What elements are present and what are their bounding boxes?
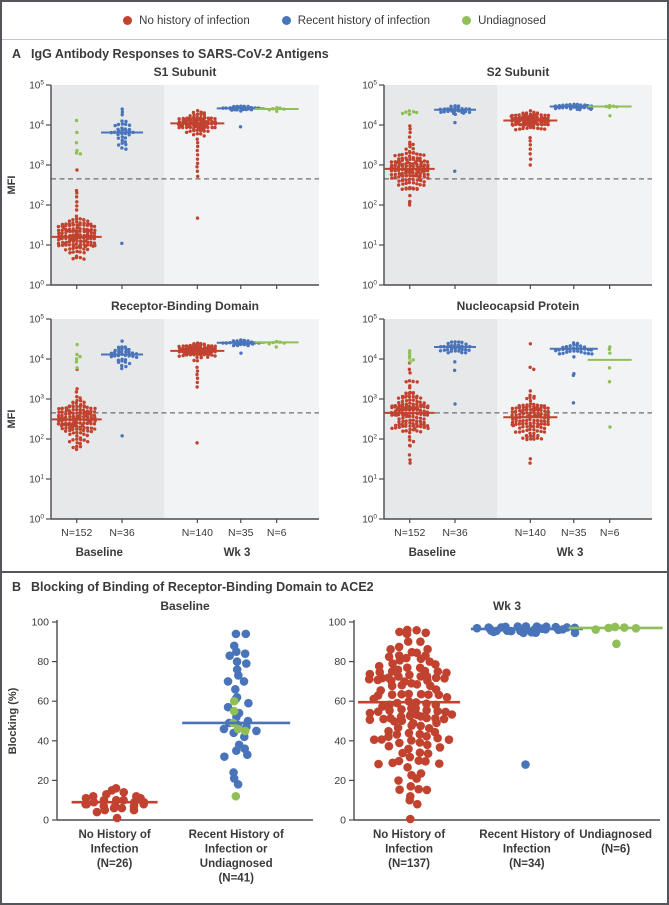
- svg-text:102: 102: [30, 434, 45, 446]
- svg-text:101: 101: [362, 474, 377, 486]
- panel-a-header: A IgG Antibody Responses to SARS-CoV-2 An…: [2, 40, 667, 63]
- svg-text:Baseline: Baseline: [160, 599, 210, 613]
- svg-text:MFI: MFI: [6, 176, 18, 195]
- svg-text:100: 100: [30, 514, 45, 526]
- svg-text:60: 60: [334, 696, 346, 708]
- svg-text:Blocking (%): Blocking (%): [7, 687, 19, 754]
- panel-a: A IgG Antibody Responses to SARS-CoV-2 An…: [2, 40, 667, 565]
- chart-receptor-binding-domain: Receptor-Binding Domain 100 101 102 103 104 10…: [6, 299, 320, 559]
- svg-text:104: 104: [362, 354, 377, 366]
- svg-text:100: 100: [30, 280, 45, 292]
- svg-text:100: 100: [31, 617, 49, 629]
- svg-text:N=36: N=36: [110, 527, 136, 539]
- legend-item-no-history: No history of infection: [123, 15, 250, 27]
- panel-a-letter: A: [12, 47, 22, 61]
- svg-text:N=6: N=6: [267, 527, 287, 539]
- svg-text:N=6: N=6: [600, 527, 620, 539]
- svg-text:40: 40: [334, 735, 346, 747]
- svg-text:Receptor-Binding Domain: Receptor-Binding Domain: [111, 299, 259, 313]
- svg-text:60: 60: [37, 696, 49, 708]
- svg-text:105: 105: [30, 80, 45, 92]
- legend: No history of infection Recent history o…: [2, 2, 667, 40]
- chart-nucleocapsid-protein: Nucleocapsid Protein 100 101 102 103 104 105 N=…: [362, 299, 652, 559]
- svg-text:103: 103: [362, 160, 377, 172]
- green-dot-icon: [462, 16, 472, 25]
- svg-text:40: 40: [37, 735, 49, 747]
- panel-b-header: B Blocking of Binding of Receptor-Binding…: [2, 573, 667, 596]
- svg-text:N=152: N=152: [61, 527, 92, 539]
- chart-s2-subunit: S2 Subunit 100 101 102 103 104 105: [362, 65, 652, 292]
- panel-b-title: Blocking of Binding of Receptor-Binding …: [31, 580, 374, 594]
- svg-text:S2 Subunit: S2 Subunit: [486, 65, 549, 79]
- svg-text:N=35: N=35: [228, 527, 254, 539]
- svg-text:Nucleocapsid Protein: Nucleocapsid Protein: [456, 299, 579, 313]
- legend-label: Undiagnosed: [478, 14, 546, 27]
- svg-text:100: 100: [362, 514, 377, 526]
- chart-blocking-wk3: Wk 3 0 20 40 60 80 100 No History of Infection (N…: [329, 599, 663, 870]
- chart-blocking-baseline: Baseline 0 20 40 60 80 100 Blocking (%) No Histo…: [7, 599, 313, 885]
- svg-text:N=35: N=35: [561, 527, 587, 539]
- svg-text:0: 0: [340, 815, 346, 827]
- svg-text:0: 0: [43, 815, 49, 827]
- panel-a-title: IgG Antibody Responses to SARS-CoV-2 Ant…: [31, 47, 329, 61]
- svg-text:S1 Subunit: S1 Subunit: [154, 65, 217, 79]
- svg-text:103: 103: [30, 394, 45, 406]
- panel-b-letter: B: [12, 580, 22, 594]
- panel-b: B Blocking of Binding of Receptor-Binding…: [2, 571, 667, 896]
- blue-dot-icon: [281, 16, 291, 25]
- svg-text:102: 102: [30, 200, 45, 212]
- legend-label: Recent history of infection: [297, 14, 431, 27]
- svg-text:103: 103: [30, 160, 45, 172]
- svg-text:104: 104: [30, 354, 45, 366]
- panel-a-grid: S1 Subunit 100 101 102 103 104 105 MFI S2 Subun…: [2, 63, 667, 565]
- svg-text:Baseline: Baseline: [408, 547, 455, 559]
- svg-text:N=140: N=140: [182, 527, 213, 539]
- legend-item-recent-history: Recent history of infection: [281, 14, 431, 27]
- svg-text:N=152: N=152: [394, 527, 425, 539]
- svg-text:MFI: MFI: [6, 410, 18, 429]
- svg-text:105: 105: [30, 314, 45, 326]
- svg-text:Undiagnosed(N=6): Undiagnosed (N=6): [579, 829, 652, 856]
- svg-text:N=140: N=140: [514, 527, 545, 539]
- svg-text:103: 103: [362, 394, 377, 406]
- svg-text:20: 20: [334, 775, 346, 787]
- svg-text:105: 105: [362, 314, 377, 326]
- red-dot-icon: [123, 16, 133, 25]
- svg-text:80: 80: [334, 656, 346, 668]
- svg-text:101: 101: [30, 240, 45, 252]
- svg-text:104: 104: [362, 120, 377, 132]
- svg-text:Wk 3: Wk 3: [556, 547, 583, 559]
- svg-text:100: 100: [329, 617, 347, 629]
- svg-text:105: 105: [362, 80, 377, 92]
- svg-text:20: 20: [37, 775, 49, 787]
- svg-text:80: 80: [37, 656, 49, 668]
- svg-text:101: 101: [362, 240, 377, 252]
- svg-text:N=36: N=36: [442, 527, 468, 539]
- svg-text:Wk 3: Wk 3: [493, 599, 521, 613]
- panel-b-row: Baseline 0 20 40 60 80 100 Blocking (%) No Histo…: [2, 596, 667, 896]
- legend-label: No history of infection: [139, 14, 250, 27]
- svg-text:Baseline: Baseline: [76, 547, 123, 559]
- legend-item-undiagnosed: Undiagnosed: [462, 15, 546, 27]
- svg-text:102: 102: [362, 200, 377, 212]
- svg-text:Wk 3: Wk 3: [224, 547, 251, 559]
- svg-text:102: 102: [362, 434, 377, 446]
- svg-text:104: 104: [30, 120, 45, 132]
- svg-text:101: 101: [30, 474, 45, 486]
- chart-s1-subunit: S1 Subunit 100 101 102 103 104 105 MFI: [6, 65, 320, 292]
- svg-text:100: 100: [362, 280, 377, 292]
